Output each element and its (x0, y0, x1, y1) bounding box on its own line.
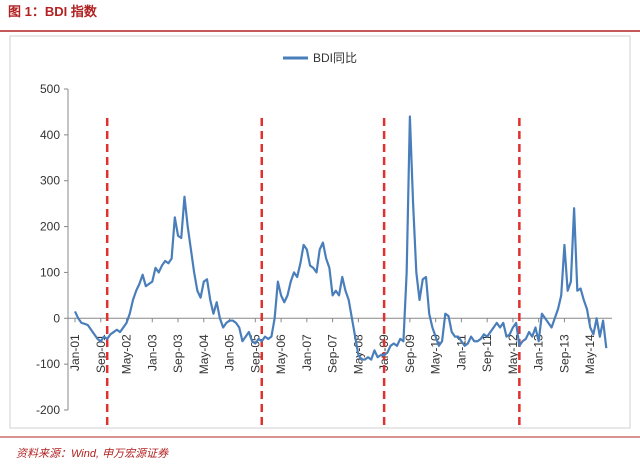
x-tick-label: Jan-07 (300, 334, 314, 371)
x-tick-label: May-02 (120, 334, 134, 374)
x-tick-label: May-14 (583, 334, 597, 374)
data-line (74, 115, 608, 361)
x-tick-label: Sep-13 (557, 334, 571, 373)
y-tick-label: 200 (40, 220, 60, 234)
y-tick-label: 0 (53, 311, 60, 325)
x-tick-label: Sep-05 (248, 334, 262, 373)
x-tick-label: May-12 (506, 334, 520, 374)
source: 资料来源：Wind, 申万宏源证券 (16, 447, 169, 460)
x-tick-label: Sep-07 (326, 334, 340, 373)
x-tick-label: Jan-01 (68, 334, 82, 371)
x-tick-label: Sep-03 (171, 334, 185, 373)
x-tick-label: May-06 (274, 334, 288, 374)
y-tick-label: -200 (36, 403, 60, 417)
y-tick-label: 300 (40, 174, 60, 188)
x-tick-label: Jan-11 (454, 334, 468, 370)
y-tick-label: -100 (36, 357, 60, 371)
y-tick-label: 500 (40, 82, 60, 96)
x-tick-label: Sep-01 (94, 334, 108, 373)
x-tick-label: May-04 (197, 334, 211, 374)
x-tick-label: Sep-09 (403, 334, 417, 373)
chart-title: 图 1：BDI 指数 (8, 4, 98, 19)
x-tick-label: Jan-05 (223, 334, 237, 371)
x-tick-label: Jan-03 (145, 334, 159, 371)
y-tick-label: 400 (40, 128, 60, 142)
chart-frame (9, 35, 631, 429)
legend-label: BDI同比 (313, 51, 357, 65)
x-tick-label: Sep-11 (480, 334, 494, 372)
y-tick-label: 100 (40, 265, 60, 279)
x-tick-label: Jan-13 (532, 334, 546, 371)
x-tick-label: May-10 (429, 334, 443, 374)
